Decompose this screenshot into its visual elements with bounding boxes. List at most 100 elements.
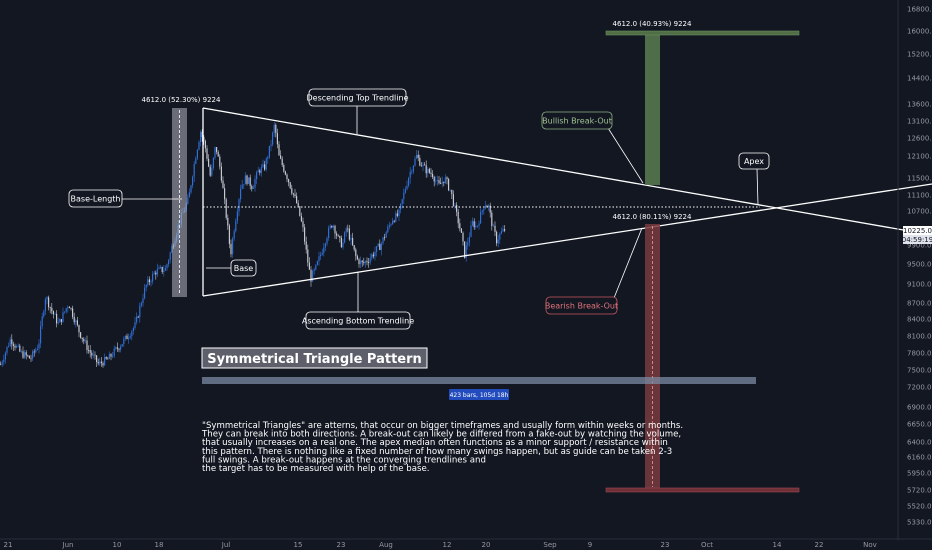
- candle-body: [401, 199, 403, 204]
- candle-body: [232, 238, 234, 255]
- candle-body: [20, 351, 22, 353]
- candle-body: [267, 157, 269, 159]
- candle-body: [409, 171, 411, 178]
- price-tick-label: 12600.0: [907, 135, 932, 143]
- triangle-trendlines: [202, 107, 932, 297]
- candle-body: [187, 197, 189, 204]
- candle-body: [366, 261, 368, 263]
- candle-body: [337, 235, 339, 237]
- candle-body: [240, 188, 242, 200]
- candle-body: [206, 148, 208, 159]
- price-tick-label: 5520.0: [907, 503, 932, 511]
- candle-body: [406, 185, 408, 190]
- candle-body: [289, 182, 291, 189]
- candle-body: [59, 319, 61, 323]
- candle-body: [352, 238, 354, 246]
- candle-body: [124, 335, 126, 339]
- candle-body: [425, 165, 427, 174]
- candle-body: [110, 354, 112, 357]
- bullish-target-measure: 4612.0 (40.93%) 9224: [605, 20, 800, 185]
- candle-body: [254, 179, 256, 188]
- candle-body: [355, 249, 357, 257]
- candle-body: [448, 179, 450, 191]
- candle-body: [73, 316, 75, 323]
- candle-body: [219, 156, 221, 167]
- candle-body: [161, 266, 163, 273]
- candle-body: [89, 350, 91, 353]
- candle-body: [377, 243, 379, 247]
- price-tick-label: 8400.0: [907, 316, 932, 324]
- candle-body: [152, 273, 154, 282]
- candle-body: [496, 231, 498, 244]
- description-text-block: "Symmetrical Triangles" are atterns, tha…: [201, 421, 683, 474]
- candle-body: [296, 196, 298, 203]
- candle-body: [342, 242, 344, 248]
- candle-body: [171, 246, 173, 253]
- candle-body: [275, 124, 277, 134]
- base-length-measure: 4612.0 (52.30%) 9224: [142, 96, 221, 297]
- time-tick-label: 14: [773, 541, 782, 549]
- candle-body: [121, 344, 123, 347]
- candle-body: [497, 239, 499, 244]
- candle-body: [241, 184, 243, 189]
- candle-body: [416, 154, 418, 159]
- candle-body: [488, 205, 490, 207]
- candle-body: [107, 358, 109, 360]
- ascending-bottom-callout: [305, 311, 411, 330]
- candle-body: [49, 307, 51, 308]
- price-tick-label: 5720.0: [907, 487, 932, 495]
- price-tick-label: 16800.0: [907, 6, 932, 14]
- candle-body: [270, 144, 272, 146]
- candle-body: [86, 340, 88, 351]
- candle-body: [220, 166, 222, 181]
- candle-body: [419, 157, 421, 166]
- candle-body: [236, 211, 238, 221]
- candle-body: [444, 177, 446, 183]
- base-callout: [230, 259, 257, 277]
- price-axis: 16800.0 16000.0 15200.0 14400.0 13600.0 13100…: [897, 0, 932, 540]
- candle-body: [400, 203, 402, 210]
- price-tick-label: 15200.0: [907, 51, 932, 59]
- candle-body: [320, 254, 322, 257]
- description-line: full swings. A break-out happens at the …: [202, 455, 486, 465]
- price-tick-label: 10700.0: [907, 208, 932, 216]
- candle-body: [284, 171, 286, 175]
- candle-body: [41, 316, 43, 327]
- candle-body: [131, 331, 133, 337]
- candle-body: [60, 319, 62, 322]
- candle-body: [132, 327, 134, 332]
- candle-body: [156, 268, 158, 275]
- candle-body: [480, 211, 482, 224]
- candle-body: [336, 233, 338, 236]
- candle-body: [88, 350, 90, 351]
- candle-body: [257, 170, 259, 173]
- price-tick-label: 9100.0: [907, 281, 932, 289]
- candle-body: [454, 204, 456, 206]
- candle-body: [452, 194, 454, 206]
- candle-body: [321, 252, 323, 255]
- time-tick-label: 12: [443, 541, 452, 549]
- candle-body: [140, 303, 142, 306]
- candle-body: [313, 269, 315, 271]
- candle-body: [396, 213, 398, 216]
- candle-body: [1, 362, 3, 365]
- candle-body: [307, 249, 309, 263]
- countdown-box: [903, 235, 932, 244]
- candle-body: [361, 260, 363, 263]
- time-tick-label: 9: [588, 541, 592, 549]
- candle-body: [329, 225, 331, 229]
- price-tick-label: 7800.0: [907, 350, 932, 358]
- last-price-value: 10225.0: [903, 227, 932, 235]
- candle-body: [97, 361, 99, 364]
- candle-body: [217, 151, 219, 157]
- candle-body: [268, 145, 270, 158]
- time-tick-label: 23: [337, 541, 346, 549]
- time-tick-label: 23: [661, 541, 670, 549]
- bullish-target-zone: [605, 30, 800, 36]
- candle-body: [200, 131, 202, 143]
- price-tick-label: 9900.0: [907, 242, 932, 250]
- candle-body: [116, 347, 118, 349]
- candle-body: [372, 254, 374, 257]
- candle-body: [438, 180, 440, 184]
